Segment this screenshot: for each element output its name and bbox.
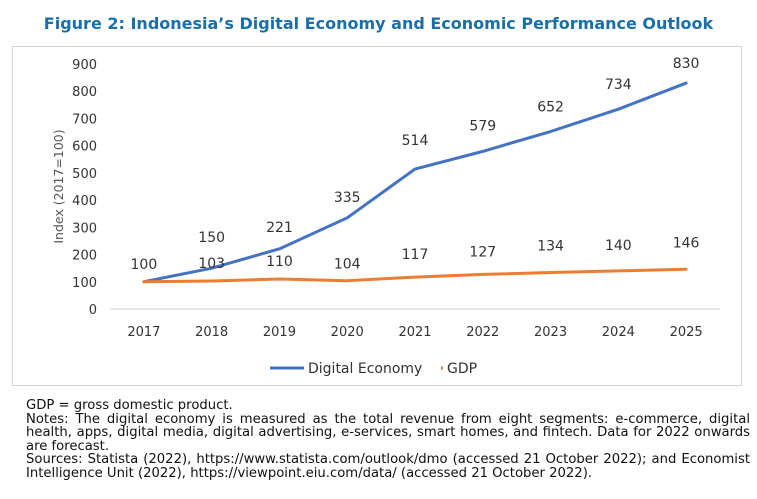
x-tick-label: 2025 [670, 325, 703, 340]
data-label: 127 [469, 244, 496, 260]
data-label: 734 [605, 77, 632, 93]
data-label: 579 [469, 118, 496, 134]
x-tick-label: 2021 [398, 325, 431, 340]
notes-text: Notes: The digital economy is measured a… [26, 411, 750, 454]
y-tick-label: 0 [89, 303, 97, 318]
data-label: 103 [198, 256, 225, 272]
x-tick-label: 2024 [602, 325, 635, 340]
gdp-line [142, 267, 688, 284]
y-axis-title: Index (2017=100) [51, 129, 66, 243]
sources-text: Sources: Statista (2022), https://www.st… [26, 452, 750, 481]
x-tick-label: 2020 [331, 325, 364, 340]
digital-economy-line [142, 81, 688, 284]
x-tick-label: 2022 [466, 325, 499, 340]
gdp-note: GDP = gross domestic product. [26, 398, 233, 413]
y-tick-label: 600 [72, 140, 97, 155]
y-tick-label: 100 [72, 276, 97, 291]
y-tick-label: 700 [72, 112, 97, 127]
data-label: 110 [266, 254, 293, 270]
data-label: 117 [402, 247, 429, 263]
data-label: 221 [266, 220, 293, 236]
data-label: 100 [131, 257, 158, 273]
data-label: 140 [605, 238, 632, 254]
y-tick-label: 300 [72, 221, 97, 236]
chart-frame [12, 46, 742, 386]
data-label: 150 [198, 230, 225, 246]
x-tick-label: 2017 [127, 325, 160, 340]
data-label: 134 [537, 239, 564, 255]
data-label: 514 [402, 133, 429, 149]
data-label: 335 [334, 190, 361, 206]
figure-title: Figure 2: Indonesia’s Digital Economy an… [43, 14, 714, 33]
y-tick-label: 900 [72, 58, 97, 73]
x-tick-label: 2023 [534, 325, 567, 340]
legend-digital-economy-label: Digital Economy [308, 361, 422, 377]
data-label: 830 [673, 56, 700, 72]
data-label: 104 [334, 257, 361, 273]
y-tick-label: 800 [72, 85, 97, 100]
line-chart: 0 100 200 300 400 500 600 700 800 900 Index (2017=… [51, 56, 720, 377]
data-label: 146 [673, 235, 700, 251]
x-tick-label: 2018 [195, 325, 228, 340]
y-tick-label: 500 [72, 167, 97, 182]
y-tick-label: 200 [72, 249, 97, 264]
y-tick-label: 400 [72, 194, 97, 209]
legend-gdp-label: GDP [447, 361, 477, 377]
figure-notes: GDP = gross domestic product. Notes: The… [26, 399, 750, 480]
data-label: 652 [537, 100, 564, 116]
x-tick-label: 2019 [263, 325, 296, 340]
